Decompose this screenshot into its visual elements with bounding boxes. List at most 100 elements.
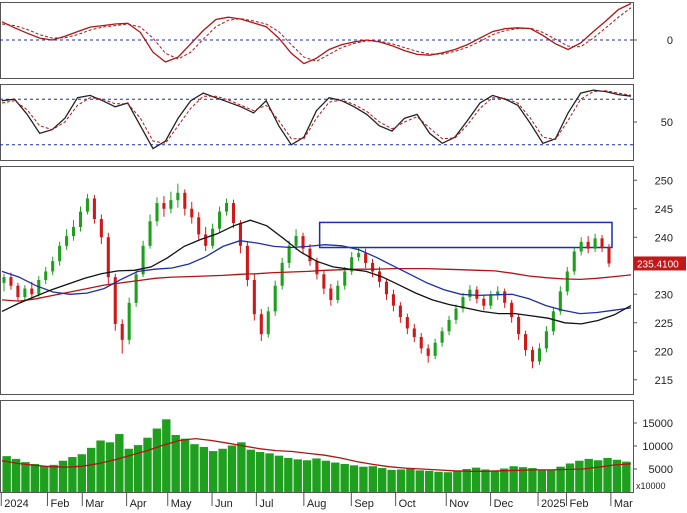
volume-bar: [274, 455, 284, 492]
candle-body: [419, 337, 423, 349]
candle: [78, 206, 83, 232]
candle: [440, 327, 444, 347]
candle-body: [579, 241, 583, 252]
volume-ma-series-0: [1, 437, 632, 472]
candle-body: [475, 289, 479, 299]
volume-tick-0: 15000: [642, 418, 673, 430]
candle: [92, 195, 96, 224]
candle-body: [155, 203, 159, 222]
candle: [190, 201, 194, 224]
volume-bar: [11, 458, 21, 492]
x-tick-label: Oct: [399, 498, 416, 510]
candle: [551, 306, 555, 336]
volume-bar: [378, 468, 387, 492]
volume-bar: [152, 428, 162, 492]
candle: [530, 346, 535, 369]
volume-unit-label: x10000: [636, 481, 666, 491]
candle-body: [336, 285, 340, 300]
candle-body: [510, 302, 514, 318]
volume-bar: [302, 460, 312, 492]
candle-body: [99, 219, 103, 238]
candle: [287, 240, 291, 269]
candle-body: [252, 280, 256, 315]
candle: [586, 236, 590, 254]
volume-tick-1: 10000: [642, 441, 673, 453]
candle: [106, 232, 110, 284]
candle: [384, 278, 389, 300]
volume-bar: [415, 470, 424, 492]
candle: [496, 286, 500, 300]
volume-bar: [199, 446, 209, 492]
x-tick-label: Jul: [259, 498, 273, 510]
volume-bar: [21, 462, 30, 492]
volume-bar: [556, 466, 565, 492]
volume-bar: [500, 468, 509, 492]
candle-body: [322, 274, 326, 289]
last-price-badge: 235.4100: [634, 256, 686, 271]
candle-body: [489, 295, 493, 306]
price-tick-7: 215: [655, 375, 673, 387]
candle-body: [245, 245, 249, 280]
candle: [252, 273, 256, 321]
volume-bar: [237, 442, 246, 492]
volume-bar: [359, 466, 368, 492]
candle-body: [315, 261, 319, 275]
candle: [482, 295, 486, 311]
volume-bar: [2, 456, 11, 492]
volume-bar: [593, 460, 603, 492]
volume-bar: [124, 448, 133, 492]
highlight-box: [318, 221, 613, 249]
candle-body: [9, 277, 13, 286]
candle: [238, 220, 242, 254]
candle-body: [391, 294, 395, 306]
price-panel: [1, 183, 632, 369]
candle-body: [85, 198, 89, 212]
last-price-label: 235.4100: [637, 259, 679, 270]
candle: [607, 244, 611, 267]
volume-bar: [453, 470, 462, 492]
volume-bar: [434, 471, 443, 492]
volume-bar: [575, 460, 584, 492]
x-tick-label: Apr: [130, 498, 147, 510]
volume-bar: [30, 463, 40, 492]
macd-series-1: [1, 7, 632, 62]
volume-bar: [490, 470, 500, 492]
panel-frame-price: [0, 166, 634, 395]
volume-bar: [190, 444, 199, 492]
candle-body: [405, 317, 409, 329]
candle-body: [204, 234, 208, 246]
axis-tick-labels: 0502502452402352302252202151500010000500…: [633, 35, 673, 476]
candle: [322, 270, 326, 295]
volume-bar: [209, 451, 218, 492]
x-tick-label: Dec: [494, 498, 514, 510]
candle-body: [454, 308, 458, 320]
candle-body: [231, 203, 236, 223]
candle-body: [294, 236, 298, 246]
candle: [419, 333, 423, 354]
candle-body: [78, 211, 83, 227]
candle-body: [120, 323, 124, 340]
candle-body: [503, 291, 507, 303]
candle: [391, 289, 395, 312]
candle-body: [530, 350, 535, 362]
candle-body: [350, 257, 354, 272]
candle-body: [600, 238, 604, 248]
candle: [211, 223, 215, 249]
candle-body: [426, 348, 430, 356]
candle: [134, 269, 138, 307]
candle: [273, 280, 277, 316]
candle-body: [176, 192, 180, 201]
x-tick-label: Mar: [85, 498, 104, 510]
price-tick-5: 225: [655, 318, 673, 330]
volume-bar: [612, 459, 622, 492]
candle-body: [287, 245, 291, 263]
price-tick-4: 230: [655, 289, 673, 301]
volume-bar: [133, 445, 143, 492]
panel-frame-stoch: [0, 84, 634, 161]
candle-body: [183, 192, 187, 209]
x-tick-label: Aug: [307, 498, 327, 510]
candle: [141, 240, 145, 278]
price-tick-1: 245: [655, 204, 673, 216]
